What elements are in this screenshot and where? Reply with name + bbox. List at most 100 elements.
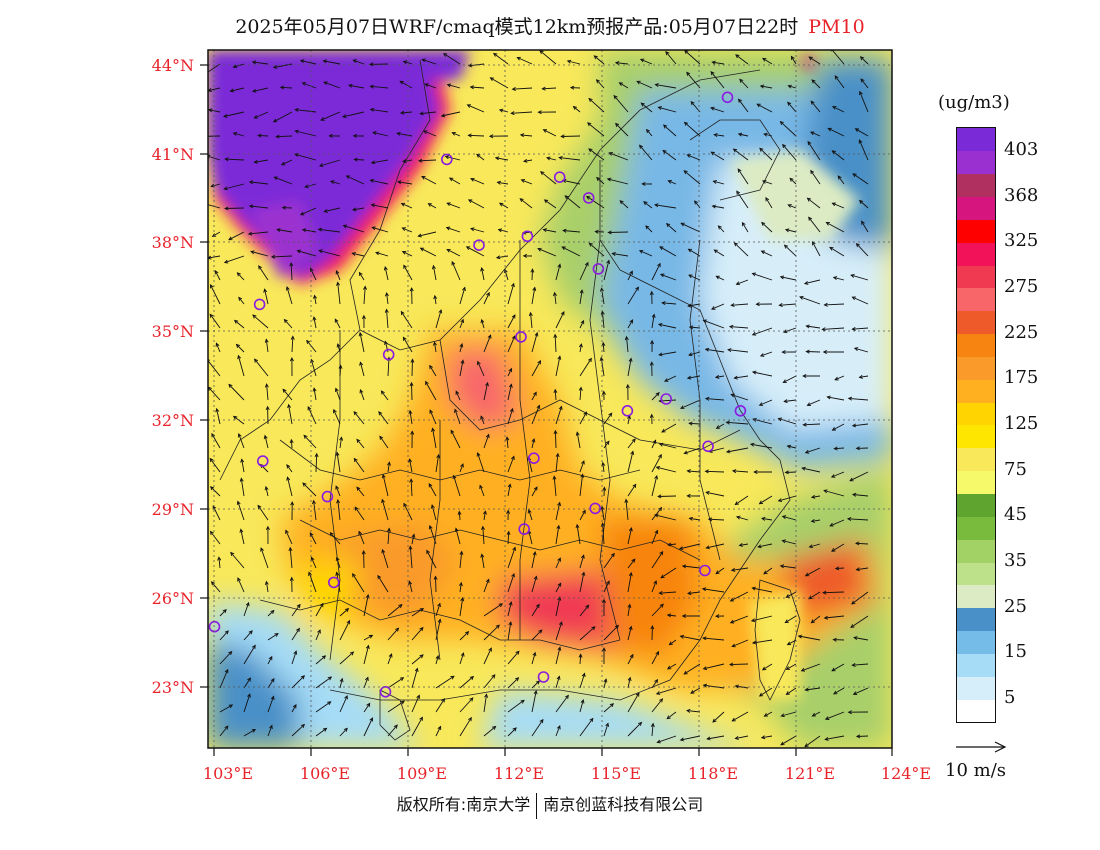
wind-vector (658, 351, 677, 357)
wind-vector (735, 515, 749, 521)
wind-vector (733, 375, 749, 380)
wind-vector (520, 179, 533, 185)
wind-vector (656, 735, 677, 744)
wind-vector (733, 242, 749, 257)
wind-vector (853, 347, 869, 353)
wind-vector (683, 170, 701, 185)
wind-vector (459, 286, 466, 305)
wind-vector (555, 263, 562, 281)
colorbar-segment (957, 173, 995, 198)
wind-vector (527, 508, 533, 521)
wind-vector (498, 108, 509, 113)
wind-vector (657, 106, 677, 113)
title-text: 2025年05月07日WRF/cmaq模式12km预报产品:05月07日22时 (235, 16, 799, 38)
wind-vector (280, 159, 293, 166)
wind-vector (459, 318, 465, 329)
colorbar-label: 5 (1004, 687, 1016, 709)
wind-vector (627, 692, 640, 713)
wind-vector (806, 197, 821, 209)
wind-vector (606, 177, 629, 185)
wind-vector (435, 698, 446, 713)
wind-vector (714, 374, 725, 379)
wind-vector (408, 458, 413, 473)
wind-vector (784, 228, 797, 233)
wind-vector (313, 294, 317, 305)
wind-vector (435, 453, 441, 473)
wind-vector (785, 687, 797, 696)
wind-vector (531, 690, 538, 713)
wind-vector (602, 598, 606, 616)
wind-vector (466, 104, 485, 113)
monitoring-site-marker (473, 239, 485, 251)
lat-label-41n: 41°N (151, 145, 194, 164)
wind-vector (328, 133, 341, 138)
wind-vector (781, 350, 797, 355)
wind-vector (479, 484, 485, 497)
wind-vector (715, 423, 725, 429)
wind-vector (309, 532, 317, 545)
wind-vector (432, 341, 437, 353)
wind-vector (408, 409, 413, 425)
colorbar-segment (957, 310, 995, 335)
wind-vector (411, 716, 423, 737)
wind-vector (603, 440, 610, 449)
wind-vector (627, 721, 643, 737)
wind-vector (651, 603, 664, 617)
wind-vector (506, 530, 511, 545)
wind-vector (209, 486, 221, 497)
wind-vector (296, 249, 317, 257)
wind-vector (270, 254, 293, 259)
wind-vector (402, 60, 413, 65)
wind-vector (751, 370, 773, 377)
map-frame (207, 49, 893, 749)
wind-vector (210, 581, 221, 593)
wind-vector (713, 249, 725, 257)
wind-vector (537, 110, 557, 115)
wind-vector (663, 375, 677, 382)
lat-label-32n: 32°N (151, 411, 194, 430)
wind-vector (751, 272, 773, 281)
wind-vector (239, 477, 245, 497)
wind-vector (715, 567, 725, 575)
wind-vector (353, 410, 365, 425)
wind-vector (687, 591, 701, 596)
wind-vector (831, 202, 845, 209)
wind-vector (459, 675, 475, 689)
wind-vector (494, 156, 509, 161)
wind-vector (579, 672, 586, 689)
wind-vector (805, 349, 821, 354)
wind-vector (639, 58, 653, 65)
wind-vector (459, 630, 470, 641)
wind-vector (361, 550, 366, 569)
wind-vector (679, 735, 701, 742)
wind-vector (351, 251, 365, 257)
wind-vector (555, 405, 563, 425)
wind-vector (214, 270, 221, 281)
wind-vector (335, 451, 341, 473)
wind-vector (531, 603, 540, 617)
wind-vector (657, 494, 677, 499)
wind-vector (531, 286, 537, 305)
wind-vector (558, 155, 581, 161)
wind-vector (846, 516, 869, 521)
wind-vector (387, 653, 393, 665)
wind-vector (370, 159, 389, 165)
wind-vector (603, 552, 615, 569)
wind-vector (401, 227, 413, 233)
wind-vector (481, 525, 485, 545)
lon-label-121e: 121°E (784, 764, 836, 783)
wind-vector (483, 291, 490, 305)
wind-vector (215, 342, 221, 353)
wind-vector (789, 177, 797, 185)
wind-vector (496, 180, 509, 185)
wind-vector (380, 390, 389, 401)
wind-vector (435, 675, 455, 689)
wind-vector (483, 693, 489, 713)
wind-vector (209, 457, 221, 473)
wind-vector (458, 581, 463, 593)
wind-vector (800, 663, 821, 672)
wind-vector (315, 602, 324, 617)
monitoring-site-marker (582, 192, 595, 204)
wind-vector (285, 529, 293, 545)
wind-vector (645, 225, 653, 233)
